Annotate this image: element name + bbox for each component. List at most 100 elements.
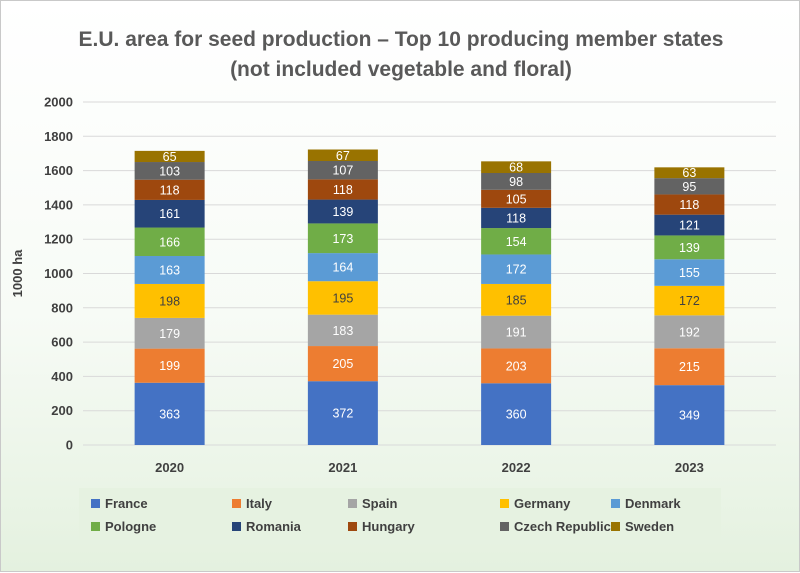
legend-swatch [91, 522, 100, 531]
data-label: 164 [332, 261, 353, 275]
data-label: 349 [679, 409, 700, 423]
bar-segment [307, 199, 378, 224]
bar-segment [654, 315, 725, 349]
data-label: 199 [159, 359, 180, 373]
legend-label: Sweden [625, 519, 675, 534]
legend-label: France [105, 496, 148, 511]
bar-segment [134, 256, 205, 284]
y-axis-label: 1000 ha [10, 249, 25, 297]
legend-item: France [91, 496, 148, 511]
legend-item: Germany [500, 496, 570, 511]
data-label: 173 [332, 232, 353, 246]
x-tick-label: 2021 [328, 460, 357, 475]
bar-segment [307, 223, 378, 254]
data-label: 139 [679, 241, 700, 255]
data-label: 372 [332, 407, 353, 421]
bar-segment [481, 348, 552, 384]
data-label: 172 [679, 294, 700, 308]
y-tick-label: 2000 [44, 95, 73, 110]
data-label: 121 [679, 219, 700, 233]
chart-title-line-1: E.U. area for seed production – Top 10 p… [78, 28, 724, 51]
data-label: 118 [679, 198, 699, 212]
data-label: 192 [679, 325, 700, 339]
bar-segment [134, 227, 205, 257]
legend-swatch [611, 522, 620, 531]
data-label: 118 [506, 211, 526, 225]
bar-segment [307, 381, 378, 445]
bar-segment [481, 283, 552, 316]
bar-segment [654, 259, 725, 286]
bar-segment [134, 348, 205, 383]
legend-item: Romania [232, 519, 301, 534]
data-label: 67 [336, 149, 350, 163]
chart-legend: France Italy Spain Germany Denmark Pologne Rom… [79, 488, 721, 540]
x-tick-label: 2023 [675, 460, 704, 475]
bar-segment [134, 150, 205, 163]
data-label: 105 [506, 192, 527, 206]
data-label: 179 [159, 327, 180, 341]
data-label: 198 [159, 294, 180, 308]
bar-segment [134, 199, 205, 228]
bar-segment [481, 315, 552, 349]
chart-title: E.U. area for seed production – Top 10 p… [1, 25, 800, 85]
bar-segment [481, 383, 552, 445]
bar-segment [134, 179, 205, 200]
data-label: 363 [159, 407, 180, 421]
legend-item: Spain [348, 496, 397, 511]
data-label: 172 [506, 263, 527, 277]
legend-swatch [348, 499, 357, 508]
bar-segment [654, 194, 725, 215]
data-label: 118 [160, 183, 180, 197]
bar-segment [134, 382, 205, 445]
y-tick-label: 800 [51, 300, 73, 315]
y-tick-label: 1400 [44, 197, 73, 212]
x-tick-label: 2022 [502, 460, 531, 475]
bar-segment [307, 314, 378, 347]
y-tick-label: 400 [51, 369, 73, 384]
chart-title-line-2: (not included vegetable and floral) [230, 58, 572, 81]
legend-label: Romania [246, 519, 301, 534]
legend-swatch [611, 499, 620, 508]
bar-segment [307, 179, 378, 200]
y-tick-label: 1600 [44, 163, 73, 178]
bar-segment [654, 178, 725, 195]
data-label: 205 [332, 357, 353, 371]
bar-segment [134, 162, 205, 180]
legend-item: Italy [232, 496, 272, 511]
legend-label: Czech Republic [514, 519, 611, 534]
legend-swatch [91, 499, 100, 508]
legend-label: Italy [246, 496, 273, 511]
data-label: 118 [333, 183, 353, 197]
data-label: 195 [332, 291, 353, 305]
data-label: 163 [159, 263, 180, 277]
data-label: 155 [679, 266, 700, 280]
bar-segment [654, 285, 725, 316]
bar-segment [481, 189, 552, 208]
bar-segment [654, 348, 725, 386]
data-label: 360 [506, 408, 527, 422]
legend-item: Sweden [611, 519, 674, 534]
data-label: 183 [332, 324, 353, 338]
bar-segment [654, 235, 725, 260]
data-label: 98 [509, 175, 523, 189]
legend-label: Spain [362, 496, 398, 511]
bar-segment [307, 281, 378, 315]
legend-swatch [232, 522, 241, 531]
data-label: 161 [159, 207, 180, 221]
data-label: 191 [506, 326, 527, 340]
legend-label: Pologne [105, 519, 157, 534]
legend-item: Denmark [611, 496, 681, 511]
y-tick-label: 0 [66, 438, 73, 453]
legend-item: Czech Republic [500, 519, 611, 534]
data-label: 139 [332, 205, 353, 219]
data-label: 166 [159, 235, 180, 249]
bar-segment [134, 283, 205, 318]
legend-item: Pologne [91, 519, 156, 534]
data-label: 203 [506, 359, 527, 373]
legend-swatch [232, 499, 241, 508]
legend-item: Hungary [348, 519, 415, 534]
legend-swatch [500, 522, 509, 531]
bar-segment [654, 214, 725, 236]
bar-segment [654, 385, 725, 445]
